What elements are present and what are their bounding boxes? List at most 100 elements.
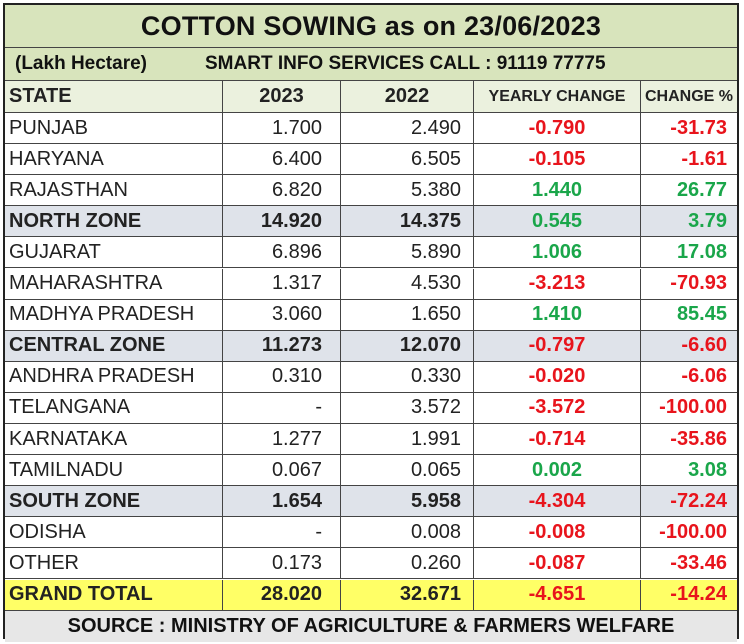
cell-2023: 28.020 xyxy=(223,579,341,610)
cell-2022: 0.260 xyxy=(341,548,474,579)
cell-2022: 12.070 xyxy=(341,330,474,361)
cell-state: HARYANA xyxy=(5,144,223,175)
cell-yearly-change: 1.410 xyxy=(474,299,641,330)
table-row: HARYANA 6.400 6.505 -0.105 -1.61 xyxy=(5,144,737,176)
cell-2022: 5.380 xyxy=(341,175,474,206)
cell-change-pct: 85.45 xyxy=(676,303,727,326)
cell-2023: 11.273 xyxy=(223,330,341,361)
cell-change-pct: 3.79 xyxy=(688,209,727,232)
cell-state: OTHER xyxy=(5,548,223,579)
cell-yearly-change: -3.572 xyxy=(474,392,641,423)
cell-2022: 0.008 xyxy=(341,517,474,548)
subtitle-row: (Lakh Hectare) SMART INFO SERVICES CALL … xyxy=(5,48,737,81)
cell-yearly-change: 0.002 xyxy=(474,455,641,486)
cell-2022: 1.991 xyxy=(341,424,474,455)
cell-yearly-change: -4.304 xyxy=(474,486,641,517)
table-row: OTHER 0.173 0.260 -0.087 -33.46 xyxy=(5,548,737,580)
cell-state: CENTRAL ZONE xyxy=(5,330,223,361)
zone-row: CENTRAL ZONE 11.273 12.070 -0.797 -6.60 xyxy=(5,330,737,362)
cell-change-pct: -100.00 xyxy=(659,396,727,419)
cell-2022: 6.505 xyxy=(341,144,474,175)
cotton-sowing-table: COTTON SOWING as on 23/06/2023 (Lakh Hec… xyxy=(3,3,739,642)
cell-yearly-change: -0.020 xyxy=(474,361,641,392)
cell-state: MADHYA PRADESH xyxy=(5,299,223,330)
cell-state: TELANGANA xyxy=(5,392,223,423)
cell-2023: 6.400 xyxy=(223,144,341,175)
cell-yearly-change: -0.714 xyxy=(474,424,641,455)
cell-yearly-change: -3.213 xyxy=(474,268,641,299)
cell-yearly-change: 1.440 xyxy=(474,175,641,206)
cell-2022: 5.958 xyxy=(341,486,474,517)
cell-2022: 0.330 xyxy=(341,361,474,392)
cell-2023: 0.173 xyxy=(223,548,341,579)
cell-yearly-change: -0.087 xyxy=(474,548,641,579)
cell-state: ANDHRA PRADESH xyxy=(5,361,223,392)
cell-change-pct: -33.46 xyxy=(670,551,727,574)
cell-yearly-change: 0.545 xyxy=(474,206,641,237)
cell-2022: 32.671 xyxy=(341,579,474,610)
cell-yearly-change: -0.105 xyxy=(474,144,641,175)
zone-row: NORTH ZONE 14.920 14.375 0.545 3.79 xyxy=(5,206,737,238)
cell-yearly-change: -4.651 xyxy=(474,579,641,610)
cell-yearly-change: -0.797 xyxy=(474,330,641,361)
table-row: GUJARAT 6.896 5.890 1.006 17.08 xyxy=(5,237,737,269)
cell-state: PUNJAB xyxy=(5,113,223,144)
header-yearly-change: YEARLY CHANGE xyxy=(474,81,641,112)
cell-2023: 3.060 xyxy=(223,299,341,330)
cell-change-pct: -35.86 xyxy=(670,427,727,450)
cell-2023: 1.277 xyxy=(223,424,341,455)
table-row: MADHYA PRADESH 3.060 1.650 1.410 85.45 xyxy=(5,299,737,331)
cell-state: RAJASTHAN xyxy=(5,175,223,206)
table-row: ODISHA -0.008 -0.008 -100.00 xyxy=(5,517,737,549)
table-row: RAJASTHAN 6.820 5.380 1.440 26.77 xyxy=(5,175,737,207)
source-footer: SOURCE : MINISTRY OF AGRICULTURE & FARME… xyxy=(5,610,737,642)
table-row: ANDHRA PRADESH 0.310 0.330 -0.020 -6.06 xyxy=(5,361,737,393)
cell-state: NORTH ZONE xyxy=(5,206,223,237)
zone-row: SOUTH ZONE 1.654 5.958 -4.304 -72.24 xyxy=(5,486,737,518)
table-row: MAHARASHTRA 1.317 4.530 -3.213 -70.93 xyxy=(5,268,737,300)
cell-2023: - xyxy=(223,517,341,548)
cell-2022: 5.890 xyxy=(341,237,474,268)
table-title: COTTON SOWING as on 23/06/2023 xyxy=(5,5,737,48)
cell-2022: 1.650 xyxy=(341,299,474,330)
cell-change-pct: -6.06 xyxy=(681,365,727,388)
unit-label: (Lakh Hectare) xyxy=(15,53,147,74)
cell-2022: 4.530 xyxy=(341,268,474,299)
cell-yearly-change: 1.006 xyxy=(474,237,641,268)
cell-yearly-change: -0.008 xyxy=(474,517,641,548)
cell-2023: - xyxy=(223,392,341,423)
cell-2023: 14.920 xyxy=(223,206,341,237)
table-row: TAMILNADU 0.067 0.065 0.002 3.08 xyxy=(5,455,737,487)
header-change-pct: CHANGE % xyxy=(644,87,733,105)
cell-change-pct: -31.73 xyxy=(670,116,727,139)
header-2023: 2023 xyxy=(223,81,341,112)
table-row: TELANGANA -3.572 -3.572 -100.00 xyxy=(5,392,737,424)
cell-state: SOUTH ZONE xyxy=(5,486,223,517)
table-row: KARNATAKA 1.277 1.991 -0.714 -35.86 xyxy=(5,424,737,456)
cell-2022: 3.572 xyxy=(341,392,474,423)
cell-2022: 2.490 xyxy=(341,113,474,144)
cell-2023: 1.317 xyxy=(223,268,341,299)
cell-change-pct: 3.08 xyxy=(688,458,727,481)
cell-2023: 1.654 xyxy=(223,486,341,517)
table-row: PUNJAB 1.700 2.490 -0.790 -31.73 xyxy=(5,113,737,145)
cell-change-pct: -70.93 xyxy=(670,272,727,295)
cell-state: MAHARASHTRA xyxy=(5,268,223,299)
cell-2023: 0.310 xyxy=(223,361,341,392)
cell-change-pct: -72.24 xyxy=(670,489,727,512)
cell-state: KARNATAKA xyxy=(5,424,223,455)
cell-state: TAMILNADU xyxy=(5,455,223,486)
cell-2022: 0.065 xyxy=(341,455,474,486)
cell-state: GUJARAT xyxy=(5,237,223,268)
cell-change-pct: 17.08 xyxy=(676,240,727,263)
cell-change-pct: -1.61 xyxy=(681,147,727,170)
cell-change-pct: -14.24 xyxy=(670,583,727,606)
header-row: STATE 2023 2022 YEARLY CHANGE CHANGE % xyxy=(5,81,737,113)
cell-2022: 14.375 xyxy=(341,206,474,237)
cell-yearly-change: -0.790 xyxy=(474,113,641,144)
header-2022: 2022 xyxy=(341,81,474,112)
grand-total-row: GRAND TOTAL 28.020 32.671 -4.651 -14.24 xyxy=(5,579,737,611)
contact-label: SMART INFO SERVICES CALL : 91119 77775 xyxy=(205,53,606,74)
cell-change-pct: 26.77 xyxy=(676,178,727,201)
cell-change-pct: -6.60 xyxy=(681,334,727,357)
